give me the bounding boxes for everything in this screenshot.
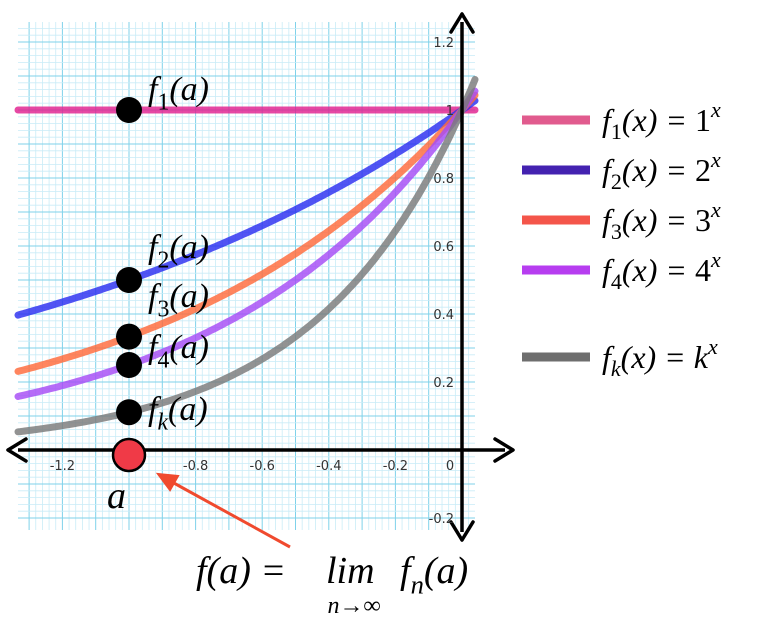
- x-tick-label: -0.2: [383, 459, 408, 474]
- annotation-lhs: f(a) =: [196, 550, 286, 592]
- y-tick-label: 0.8: [433, 172, 454, 187]
- x-tick-label: 0: [446, 459, 454, 474]
- y-axis-arrow-up: [449, 12, 475, 34]
- legend-label-fk: fk(x) = kx: [602, 334, 718, 381]
- legend-label-f2: f2(x) = 2x: [602, 147, 721, 194]
- label-f2-of-a: f2(a): [148, 229, 209, 274]
- axes: [6, 12, 515, 542]
- x-tick-label: -0.8: [183, 459, 208, 474]
- annotation-lim-sub: n→∞: [327, 593, 380, 619]
- annotation-lim: lim: [326, 550, 375, 592]
- curves: [14, 76, 479, 436]
- y-tick-label: 1.2: [433, 36, 454, 51]
- label-f3-of-a: f3(a): [148, 278, 209, 323]
- point-f2-at-a: [116, 267, 142, 293]
- tick-labels: -1.2 -0.8 -0.6 -0.4 -0.2 0 1.2 1 0.8 0.6 0.4 0.2 -0.…: [50, 36, 454, 527]
- point-labels: f1(a)f2(a)f3(a)f4(a)fk(a)a: [107, 71, 209, 517]
- x-axis-arrow-right: [493, 437, 515, 463]
- curve-fk: [14, 76, 479, 436]
- legend-label-f1: f1(x) = 1x: [602, 97, 721, 144]
- y-tick-label: 1: [446, 104, 454, 119]
- x-tick-label: -0.6: [250, 459, 275, 474]
- points: [111, 97, 147, 473]
- curve-f4: [14, 87, 479, 400]
- label-fk-of-a: fk(a): [148, 391, 208, 436]
- point-f4-at-a: [116, 352, 142, 378]
- a-label: a: [107, 475, 126, 517]
- curve-f2: [14, 97, 479, 319]
- y-tick-label: 0.4: [433, 308, 454, 323]
- legend-label-f3: f3(x) = 3x: [602, 197, 721, 244]
- point-f1-at-a: [116, 97, 142, 123]
- annotation-arrow: [171, 480, 291, 549]
- label-f4-of-a: f4(a): [148, 329, 209, 374]
- y-tick-label: 0.6: [433, 240, 454, 255]
- x-tick-label: -0.4: [316, 459, 341, 474]
- legend-label-f4: f4(x) = 4x: [602, 247, 721, 294]
- point-f3-at-a: [116, 323, 142, 350]
- point-a-on-axis: [111, 437, 147, 473]
- y-tick-label: -0.2: [429, 512, 454, 527]
- x-axis-arrow-left: [6, 437, 28, 463]
- point-fk-at-a: [116, 399, 142, 426]
- annotation-arrowhead: [155, 472, 180, 492]
- y-tick-label: 0.2: [433, 376, 454, 391]
- annotation-rhs: fn(a): [400, 550, 468, 600]
- curve-f3: [14, 91, 479, 375]
- grid: [18, 22, 475, 530]
- x-tick-label: -1.2: [50, 459, 75, 474]
- y-axis-arrow-down: [449, 520, 475, 542]
